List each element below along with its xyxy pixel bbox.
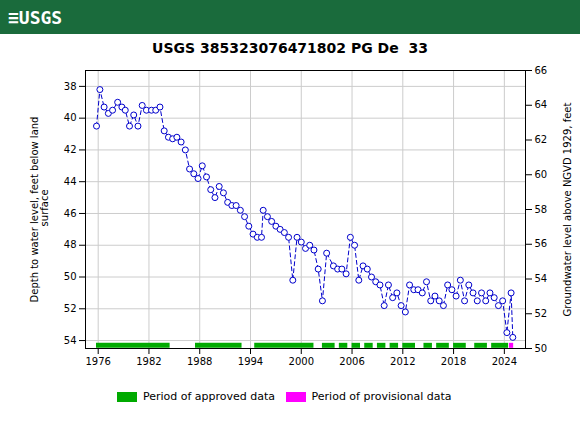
svg-text:52: 52 [535, 308, 548, 319]
svg-text:42: 42 [64, 144, 77, 155]
svg-text:2006: 2006 [339, 356, 364, 367]
svg-text:40: 40 [64, 112, 77, 123]
svg-text:56: 56 [535, 238, 548, 249]
html-text:≡USGS: ≡USGS [8, 6, 63, 28]
svg-text:48: 48 [64, 239, 77, 250]
html-text:Period of provisional data: Period of provisional data [311, 390, 452, 403]
svg-text:54: 54 [535, 273, 548, 284]
svg-text:66: 66 [535, 65, 548, 76]
svg-text:52: 52 [64, 303, 77, 314]
svg-text:50: 50 [64, 271, 77, 282]
svg-text:64: 64 [535, 99, 548, 110]
svg-text:2000: 2000 [289, 356, 314, 367]
svg-text:46: 46 [64, 208, 77, 219]
svg-text:Groundwater level above NGVD 1: Groundwater level above NGVD 1929, feet [562, 103, 573, 317]
svg-text:44: 44 [64, 176, 77, 187]
svg-text:2012: 2012 [390, 356, 415, 367]
svg-text:1988: 1988 [187, 356, 212, 367]
svg-text:50: 50 [535, 343, 548, 354]
html-text:Period of approved data: Period of approved data [142, 390, 276, 403]
svg-text:1982: 1982 [136, 356, 161, 367]
svg-text:1976: 1976 [85, 356, 110, 367]
svg-text:2018: 2018 [441, 356, 466, 367]
svg-text:1994: 1994 [238, 356, 263, 367]
svg-text:2024: 2024 [492, 356, 517, 367]
svg-text:60: 60 [535, 169, 548, 180]
svg-text:54: 54 [64, 335, 77, 346]
svg-text:62: 62 [535, 134, 548, 145]
svg-text:38: 38 [64, 81, 77, 92]
html-text:USGS 385323076471802 PG De 33: USGS 385323076471802 PG De 33 [152, 40, 428, 56]
svg-text:Depth to water level, feet bel: Depth to water level, feet below land su… [29, 117, 50, 303]
svg-text:58: 58 [535, 204, 548, 215]
